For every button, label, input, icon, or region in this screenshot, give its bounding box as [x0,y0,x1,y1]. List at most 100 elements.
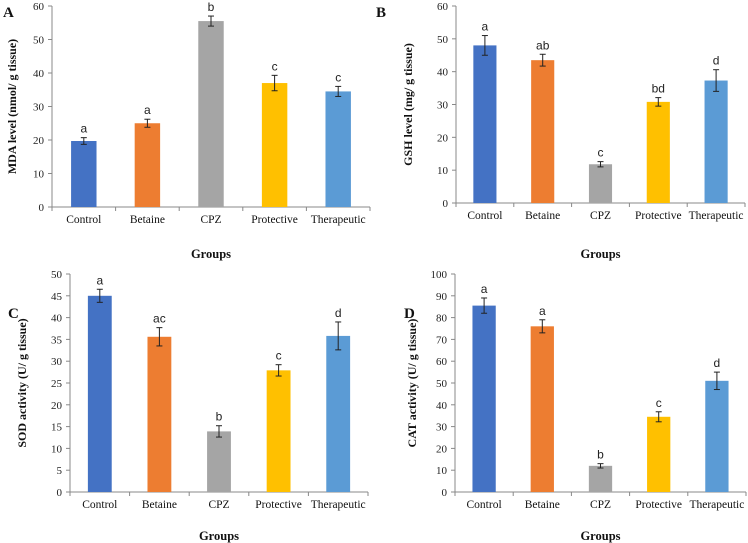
significance-label: c [276,349,282,363]
y-tick-label: 0 [442,487,448,499]
y-tick-label: 30 [437,100,449,112]
category-label: CPZ [590,499,611,511]
significance-label: ab [536,38,550,52]
y-tick-label: 0 [443,198,449,210]
significance-label: bd [652,82,665,96]
category-label: Control [467,499,502,511]
y-tick-label: 50 [437,34,449,46]
panel-b: B 0 10 20 30 40 50 60 a Control ab Betaine c CPZ bd Pro… [376,1,746,261]
panel-label: B [376,5,386,21]
category-label: Control [82,499,117,511]
y-tick-label: 70 [436,334,448,346]
x-axis-title: Groups [580,247,620,261]
panel-label: D [404,306,415,322]
y-tick-label: 20 [51,400,63,412]
y-tick-label: 20 [436,443,448,455]
significance-label: a [539,304,546,318]
y-tick-label: 0 [57,487,63,499]
x-axis-title: Groups [199,529,239,543]
significance-label: d [714,356,721,370]
y-tick-label: 50 [436,378,448,390]
y-tick-label: 10 [51,443,63,455]
y-tick-label: 25 [51,378,63,390]
y-axis-title: CAT activity (U/ g tissue) [405,319,419,448]
bar-cpz [588,164,613,203]
category-label: Protective [635,499,682,511]
significance-label: b [208,0,215,14]
y-tick-label: 20 [33,135,45,147]
y-axis-title: MDA level (nmol/ g tissue) [5,39,19,174]
significance-label: c [598,146,604,160]
bar-cpz [207,431,231,492]
category-label: CPZ [200,214,221,226]
bar-therapeutic [705,380,729,492]
category-label: CPZ [208,499,229,511]
y-axis-title: SOD activity (U/ g tissue) [15,318,29,447]
bar-betaine [531,60,555,203]
bar-therapeutic [325,91,351,207]
y-tick-label: 40 [437,67,449,79]
bar-control [87,295,112,492]
panel-label: A [3,5,14,21]
bar-protective [647,416,671,492]
significance-label: ac [153,312,166,326]
category-label: Betaine [525,499,560,511]
y-tick-label: 90 [436,291,448,303]
bar-cpz [588,465,613,492]
panel-c: C 0 5 10 15 20 25 30 35 40 45 50 a Control ac Betaine b C… [8,269,369,543]
bar-control [71,141,97,207]
bar-control [473,45,497,204]
category-label: Betaine [525,210,560,222]
y-tick-label: 10 [33,169,45,181]
y-tick-label: 100 [431,269,448,281]
y-tick-label: 0 [39,202,45,214]
category-label: Therapeutic [311,499,366,511]
y-tick-label: 35 [51,334,63,346]
y-tick-label: 30 [51,356,63,368]
y-tick-label: 20 [437,132,449,144]
panel-a: A 0 10 20 30 40 50 60 a Control a Betaine b CPZ c Prote… [3,0,371,261]
x-axis-title: Groups [191,247,231,261]
significance-label: b [597,448,604,462]
y-tick-label: 40 [33,68,45,80]
panel-d: D 0 10 20 30 40 50 60 70 80 90 100 a Control a Betaine b… [404,269,747,543]
bar-control [472,305,496,492]
panel-label: C [8,306,19,322]
y-tick-label: 50 [33,35,45,47]
bar-betaine [134,123,161,207]
y-tick-label: 60 [436,356,448,368]
bar-protective [261,83,288,207]
significance-label: d [713,54,720,68]
significance-label: a [80,122,87,136]
y-tick-label: 80 [436,313,448,325]
significance-label: a [144,103,151,117]
significance-label: c [335,70,341,84]
category-label: CPZ [590,210,611,222]
y-tick-label: 40 [51,313,63,325]
y-tick-label: 50 [51,269,63,281]
x-axis-title: Groups [580,529,620,543]
significance-label: a [96,273,103,287]
category-label: Therapeutic [689,499,744,511]
significance-label: c [656,396,662,410]
y-tick-label: 10 [437,165,449,177]
bar-cpz [198,21,224,208]
bar-therapeutic [704,80,728,203]
category-label: Betaine [130,214,165,226]
y-tick-label: 30 [33,102,45,114]
y-tick-label: 60 [33,1,45,13]
y-tick-label: 45 [51,291,63,303]
category-label: Control [66,214,101,226]
bar-protective [266,370,291,492]
y-tick-label: 15 [51,422,63,434]
y-tick-label: 60 [437,1,449,13]
bar-therapeutic [326,335,351,492]
significance-label: c [272,59,278,73]
category-label: Protective [635,210,682,222]
y-tick-label: 30 [436,422,448,434]
category-label: Therapeutic [689,210,744,222]
significance-label: d [335,306,342,320]
y-axis-title: GSH level (mg/ g tissue) [401,43,415,166]
